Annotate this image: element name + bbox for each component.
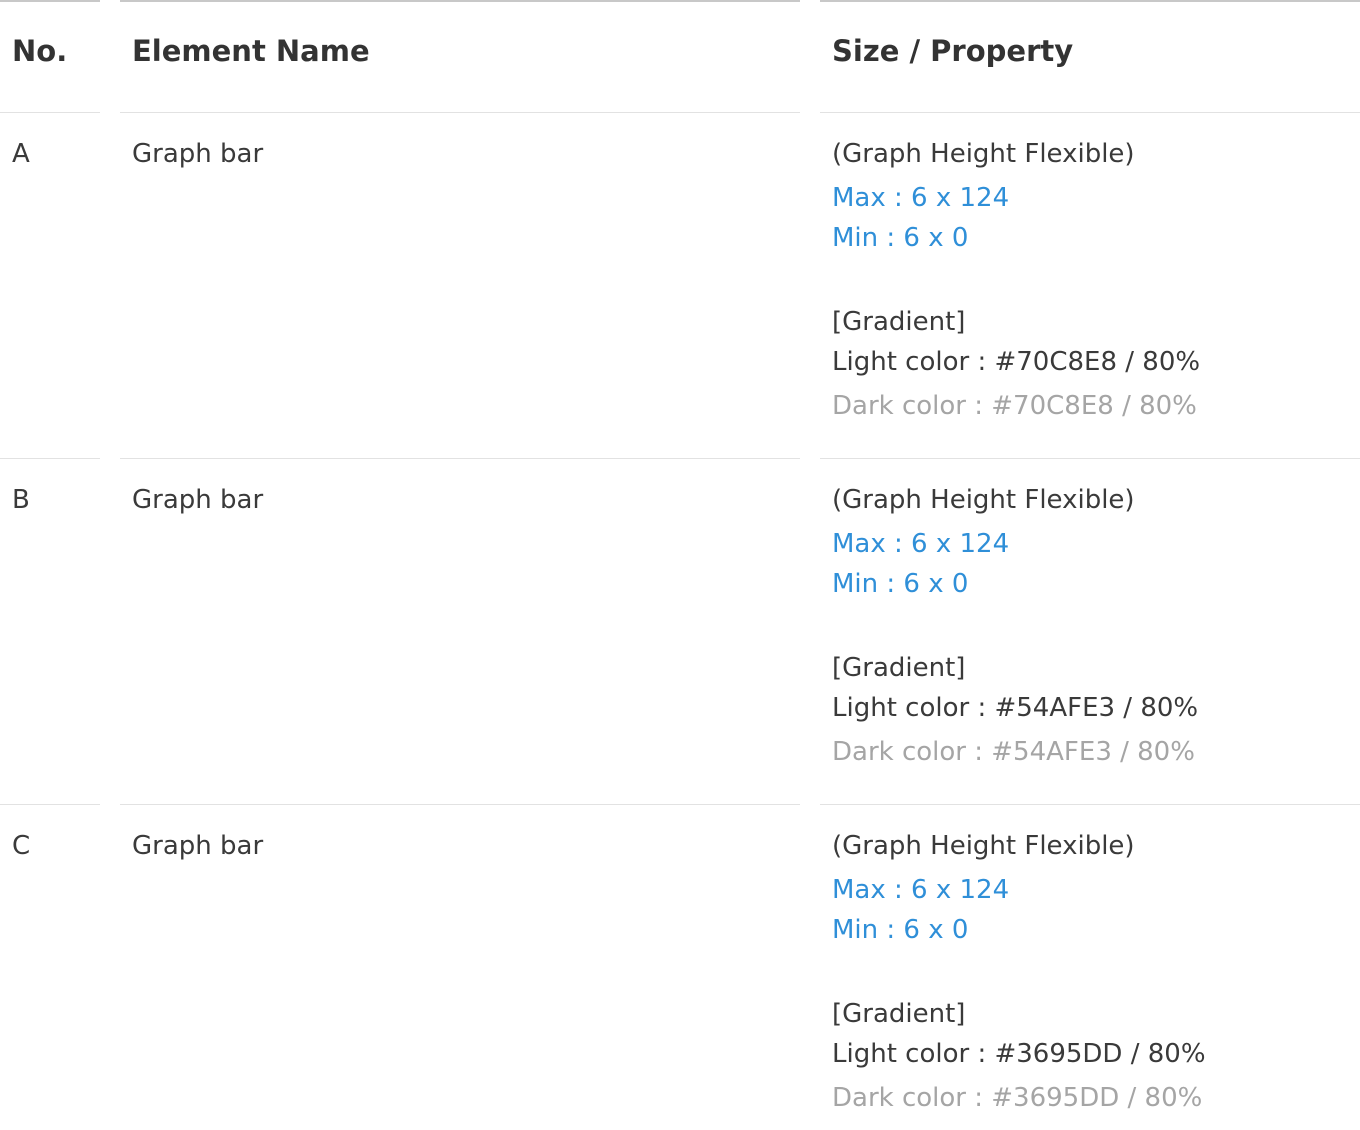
row-divider: [0, 112, 100, 113]
table-top-border: [820, 0, 1360, 2]
element-name: Graph bar: [132, 485, 264, 515]
height-note: (Graph Height Flexible): [832, 139, 1135, 169]
header-size-property: Size / Property: [832, 34, 1074, 68]
dark-color: Dark color : #70C8E8 / 80%: [832, 391, 1197, 421]
table-row: C Graph bar (Graph Height Flexible) Max …: [0, 805, 1360, 1130]
element-name: Graph bar: [132, 139, 264, 169]
gradient-label: [Gradient]: [832, 307, 966, 337]
max-size: Max : 6 x 124: [832, 529, 1010, 559]
row-divider: [120, 804, 800, 805]
gradient-label: [Gradient]: [832, 653, 966, 683]
size-property-cell: (Graph Height Flexible) Max : 6 x 124 Mi…: [832, 459, 1352, 804]
element-name: Graph bar: [132, 831, 264, 861]
row-divider: [0, 804, 100, 805]
header-no: No.: [12, 34, 68, 68]
light-color: Light color : #70C8E8 / 80%: [832, 347, 1201, 377]
row-number: B: [12, 485, 30, 515]
max-size: Max : 6 x 124: [832, 875, 1010, 905]
row-divider: [820, 458, 1360, 459]
dark-color: Dark color : #54AFE3 / 80%: [832, 737, 1195, 767]
table-top-border: [0, 0, 100, 2]
row-number: A: [12, 139, 30, 169]
min-size: Min : 6 x 0: [832, 569, 969, 599]
table-row: A Graph bar (Graph Height Flexible) Max …: [0, 113, 1360, 458]
row-divider: [820, 804, 1360, 805]
min-size: Min : 6 x 0: [832, 915, 969, 945]
row-divider: [120, 458, 800, 459]
row-divider: [0, 458, 100, 459]
gradient-label: [Gradient]: [832, 999, 966, 1029]
height-note: (Graph Height Flexible): [832, 485, 1135, 515]
size-property-cell: (Graph Height Flexible) Max : 6 x 124 Mi…: [832, 113, 1352, 458]
light-color: Light color : #54AFE3 / 80%: [832, 693, 1199, 723]
header-element-name: Element Name: [132, 34, 370, 68]
light-color: Light color : #3695DD / 80%: [832, 1039, 1206, 1069]
height-note: (Graph Height Flexible): [832, 831, 1135, 861]
row-number: C: [12, 831, 31, 861]
row-divider: [820, 112, 1360, 113]
row-divider: [120, 112, 800, 113]
min-size: Min : 6 x 0: [832, 223, 969, 253]
max-size: Max : 6 x 124: [832, 183, 1010, 213]
size-property-cell: (Graph Height Flexible) Max : 6 x 124 Mi…: [832, 805, 1352, 1130]
table-row: B Graph bar (Graph Height Flexible) Max …: [0, 459, 1360, 804]
dark-color: Dark color : #3695DD / 80%: [832, 1083, 1203, 1113]
table-top-border: [120, 0, 800, 2]
